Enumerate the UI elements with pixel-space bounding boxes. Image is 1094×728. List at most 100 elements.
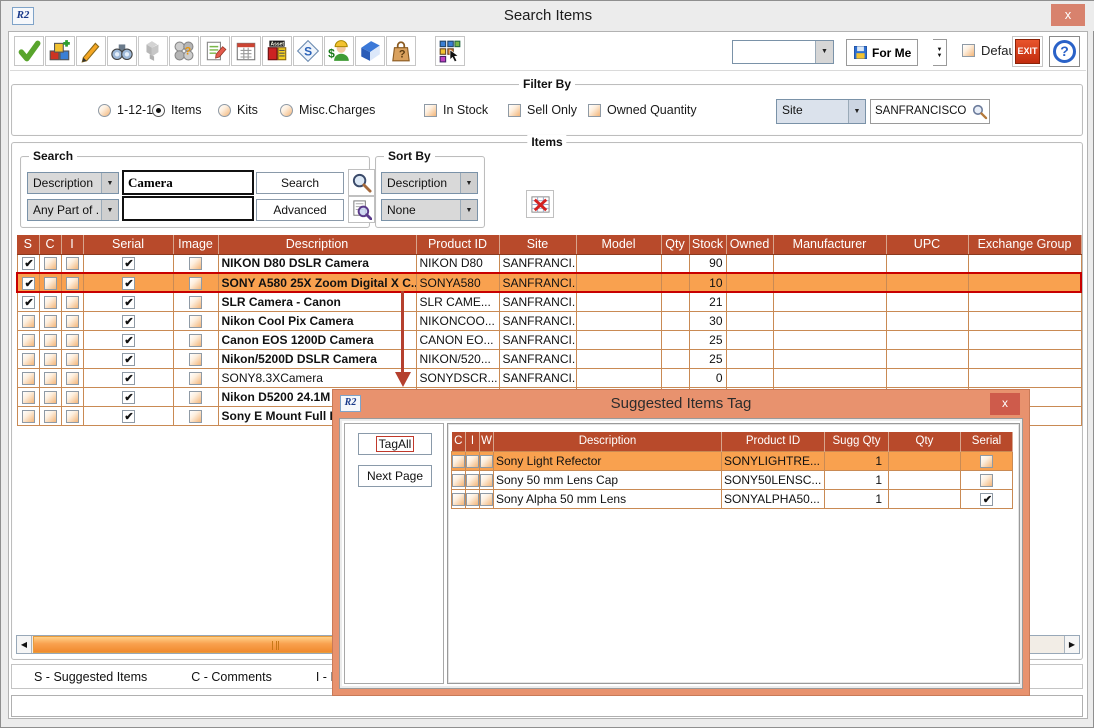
- i-checkbox-icon[interactable]: [466, 492, 479, 506]
- magnifier-icon[interactable]: [971, 103, 988, 120]
- i-checkbox-icon[interactable]: [466, 454, 479, 468]
- i-checkbox-icon[interactable]: [65, 390, 79, 404]
- col-header-product_id[interactable]: Product ID: [416, 235, 500, 255]
- search-button[interactable]: Search: [256, 172, 344, 194]
- binoculars-button[interactable]: [107, 36, 137, 66]
- col-header-description[interactable]: Description: [218, 235, 417, 255]
- advanced-magnifier-button[interactable]: [348, 196, 375, 223]
- filter-radio-1-12-16[interactable]: 1-12-16: [98, 103, 160, 117]
- add-item-cubes-button[interactable]: [45, 36, 75, 66]
- save-for-me-button[interactable]: For Me: [846, 39, 919, 66]
- c-checkbox-icon[interactable]: [43, 257, 57, 271]
- clear-grid-button[interactable]: [526, 190, 554, 218]
- c-checkbox-icon[interactable]: [43, 276, 57, 290]
- site-value-field[interactable]: SANFRANCISCO: [870, 99, 990, 124]
- c-checkbox-icon[interactable]: [43, 314, 57, 328]
- for-me-spinner[interactable]: ▼ ▼: [933, 39, 947, 66]
- radio-icon[interactable]: [218, 103, 231, 117]
- asset-register-button[interactable]: Asset: [262, 36, 292, 66]
- chevron-down-icon[interactable]: ▼: [815, 41, 833, 63]
- serial-checkbox-icon[interactable]: [121, 371, 136, 385]
- s-checkbox-icon[interactable]: [21, 314, 35, 328]
- col-header-site[interactable]: Site: [499, 235, 577, 255]
- i-checkbox-icon[interactable]: [65, 257, 79, 271]
- price-tag-button[interactable]: S: [293, 36, 323, 66]
- w-checkbox-icon[interactable]: [480, 454, 493, 468]
- filter-checkbox-in-stock[interactable]: In Stock: [424, 103, 488, 117]
- checkbox-icon[interactable]: [508, 103, 521, 117]
- search-query2-input[interactable]: [122, 196, 254, 221]
- filter-radio-misc-charges[interactable]: Misc.Charges: [280, 103, 375, 117]
- c-checkbox-icon[interactable]: [43, 295, 57, 309]
- bag-question-button[interactable]: ?: [386, 36, 416, 66]
- image-checkbox-icon[interactable]: [189, 276, 202, 290]
- filter-radio-kits[interactable]: Kits: [218, 103, 258, 117]
- i-checkbox-icon[interactable]: [65, 352, 79, 366]
- image-checkbox-icon[interactable]: [189, 314, 202, 328]
- chevron-down-icon[interactable]: ▼: [101, 200, 118, 220]
- i-checkbox-icon[interactable]: [65, 295, 79, 309]
- c-checkbox-icon[interactable]: [452, 473, 465, 487]
- serial-checkbox-icon[interactable]: [121, 390, 136, 404]
- serial-checkbox-icon[interactable]: [980, 454, 993, 468]
- col-header-description[interactable]: Description: [493, 432, 722, 451]
- col-header-c[interactable]: C: [39, 235, 62, 255]
- col-header-serial[interactable]: Serial: [83, 235, 174, 255]
- col-header-owned[interactable]: Owned: [726, 235, 774, 255]
- filter-checkbox-sell-only[interactable]: Sell Only: [508, 103, 577, 117]
- i-checkbox-icon[interactable]: [65, 314, 79, 328]
- scroll-right-icon[interactable]: [1064, 636, 1079, 653]
- serial-checkbox-icon[interactable]: [121, 352, 136, 366]
- filter-checkbox-owned-quantity[interactable]: Owned Quantity: [588, 103, 697, 117]
- title-bar[interactable]: R2 Search Items x: [2, 1, 1094, 31]
- image-checkbox-icon[interactable]: [189, 257, 202, 271]
- search-match-combo[interactable]: Any Part of ... ▼: [27, 199, 119, 221]
- w-checkbox-icon[interactable]: [480, 473, 493, 487]
- search-magnifier-button[interactable]: [348, 169, 375, 196]
- c-checkbox-icon[interactable]: [43, 333, 57, 347]
- scroll-left-icon[interactable]: [17, 636, 32, 653]
- i-checkbox-icon[interactable]: [65, 409, 79, 423]
- col-header-manufacturer[interactable]: Manufacturer: [773, 235, 887, 255]
- image-checkbox-icon[interactable]: [189, 371, 202, 385]
- col-header-serial[interactable]: Serial: [960, 432, 1013, 451]
- serial-checkbox-icon[interactable]: [980, 492, 994, 506]
- col-header-exchange_group[interactable]: Exchange Group: [968, 235, 1082, 255]
- s-checkbox-icon[interactable]: [21, 295, 36, 309]
- table-row[interactable]: Sony Light Refector SONYLIGHTRE... 1: [451, 450, 1013, 471]
- default-option[interactable]: Default: [962, 43, 1022, 58]
- advanced-button[interactable]: Advanced: [256, 199, 344, 221]
- c-checkbox-icon[interactable]: [43, 371, 57, 385]
- radio-icon[interactable]: [280, 103, 293, 117]
- serial-checkbox-icon[interactable]: [121, 333, 136, 347]
- table-row[interactable]: SONY A580 25X Zoom Digital X C...SONYA58…: [16, 272, 1082, 293]
- col-header-w[interactable]: W: [479, 432, 494, 451]
- table-row[interactable]: Sony Alpha 50 mm Lens SONYALPHA50... 1: [451, 488, 1013, 509]
- i-checkbox-icon[interactable]: [65, 276, 79, 290]
- image-checkbox-icon[interactable]: [189, 295, 202, 309]
- serial-checkbox-icon[interactable]: [121, 409, 136, 423]
- checkmark-button[interactable]: [14, 36, 44, 66]
- pencil-button[interactable]: [76, 36, 106, 66]
- next-page-button[interactable]: Next Page: [358, 465, 432, 487]
- filter-radio-items[interactable]: Items: [152, 103, 202, 117]
- col-header-qty[interactable]: Qty: [661, 235, 690, 255]
- exit-button[interactable]: EXIT: [1012, 36, 1043, 67]
- spheres-question-button[interactable]: ?: [169, 36, 199, 66]
- dialog-title-bar[interactable]: R2 Suggested Items Tag x: [333, 390, 1029, 418]
- image-checkbox-icon[interactable]: [189, 352, 202, 366]
- i-checkbox-icon[interactable]: [65, 371, 79, 385]
- chevron-down-icon[interactable]: ▼: [460, 200, 477, 220]
- w-checkbox-icon[interactable]: [480, 492, 493, 506]
- sort-primary-combo[interactable]: Description ▼: [381, 172, 478, 194]
- worker-dollar-button[interactable]: $: [324, 36, 354, 66]
- table-row[interactable]: Nikon/5200D DSLR CameraNIKON/520...SANFR…: [16, 348, 1082, 369]
- notepad-pencil-button[interactable]: [200, 36, 230, 66]
- s-checkbox-icon[interactable]: [21, 352, 35, 366]
- default-checkbox[interactable]: [962, 44, 975, 57]
- checkbox-icon[interactable]: [588, 103, 601, 117]
- col-header-c[interactable]: C: [451, 432, 466, 451]
- checkbox-icon[interactable]: [424, 103, 437, 117]
